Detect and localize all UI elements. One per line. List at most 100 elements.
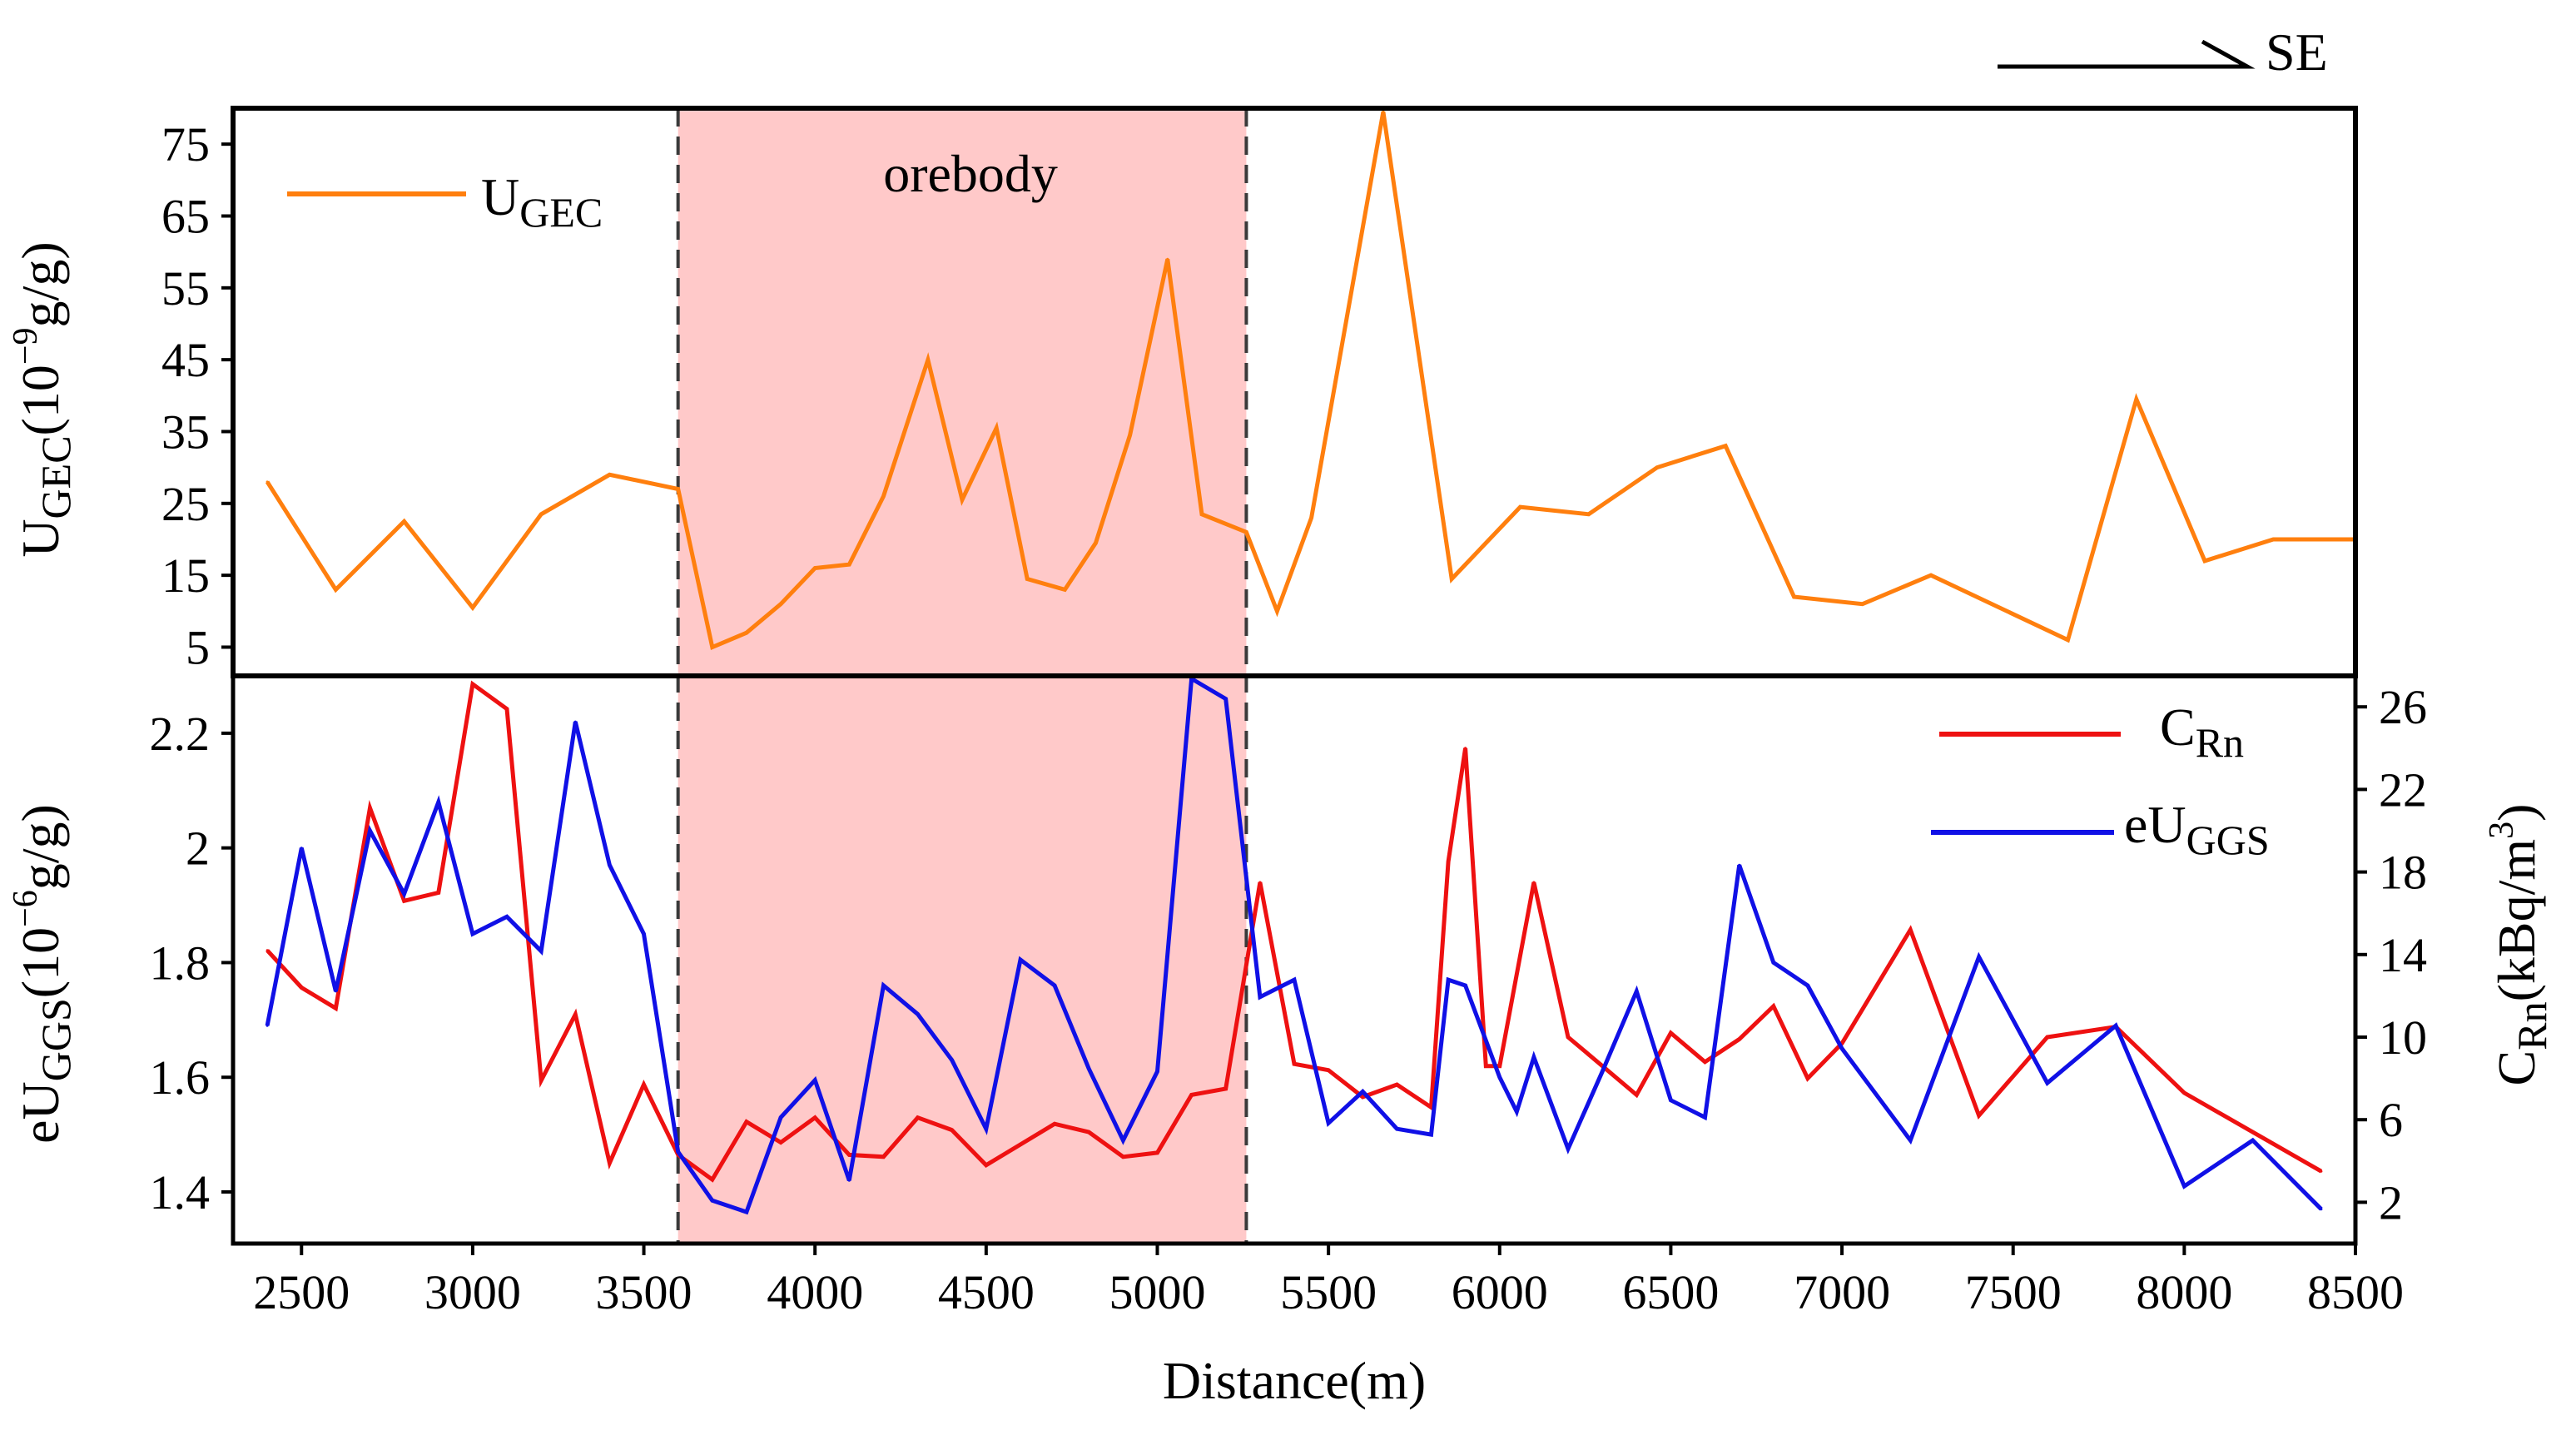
x-tick-label-7000: 7000 [1794, 1265, 1890, 1319]
top-ylabel-main: U [11, 519, 70, 557]
crn-point-31 [1327, 1069, 1330, 1072]
ugec-point-22 [1244, 530, 1248, 534]
direction-arrow-icon [1998, 39, 2256, 69]
crn-point-45 [1738, 1038, 1741, 1040]
ugec-point-15 [995, 426, 998, 430]
top-legend: UGEC [287, 167, 603, 236]
euggs-point-0 [266, 1024, 269, 1027]
bottom-right-ylabel-rest: (kBq/m [2487, 839, 2546, 1002]
euggs-point-49 [1908, 1139, 1912, 1142]
bottom-right-ylabel-main: C [2487, 1050, 2546, 1086]
crn-point-19 [916, 1116, 920, 1120]
euggs-point-10 [608, 863, 611, 866]
x-tick-label-4000: 4000 [767, 1265, 863, 1319]
euggs-point-23 [1053, 984, 1056, 987]
top-y-tick-label-45: 45 [161, 333, 210, 387]
euggs-line [265, 675, 2323, 1215]
crn-point-55 [2320, 1169, 2323, 1173]
euggs-point-51 [2046, 1081, 2049, 1085]
x-axis-ticks: 2500 3000 3500 4000 4500 5000 5500 6000 6500 7000… [253, 1244, 2404, 1319]
euggs-point-31 [1327, 1121, 1330, 1125]
ugec-line [265, 111, 2355, 650]
bottom-right-y-tick-label-2: 2 [2379, 1175, 2403, 1229]
ugec-point-26 [1450, 578, 1453, 580]
crn-point-21 [985, 1164, 988, 1167]
ugec-point-9 [779, 603, 782, 606]
crn-point-10 [608, 1161, 611, 1164]
crn-point-39 [1532, 881, 1536, 884]
ugec-point-29 [1655, 466, 1659, 469]
euggs-point-55 [2320, 1208, 2323, 1211]
euggs-point-36 [1464, 984, 1467, 987]
euggs-point-32 [1361, 1090, 1364, 1093]
ugec-point-16 [1025, 578, 1029, 580]
top-y-tick-label-65: 65 [161, 189, 210, 243]
euggs-point-25 [1121, 1139, 1124, 1142]
top-ylabel-sub: GEC [32, 435, 79, 519]
euggs-point-2 [334, 990, 337, 993]
crn-point-11 [643, 1083, 645, 1086]
direction-indicator: SE [1998, 22, 2328, 82]
legend-ugec-sub: GEC [519, 189, 603, 236]
top-y-axis-title: UGEC(10−9g/g) [7, 241, 79, 557]
crn-point-34 [1430, 1105, 1432, 1109]
bottom-right-y-tick-label-14: 14 [2379, 928, 2427, 982]
x-tick-label-5500: 5500 [1280, 1265, 1377, 1319]
ugec-point-12 [882, 494, 885, 498]
crn-line [266, 680, 2323, 1183]
crn-point-8 [539, 1079, 543, 1082]
ugec-point-5 [608, 473, 611, 476]
crn-point-51 [2046, 1035, 2049, 1039]
euggs-point-12 [677, 1150, 680, 1154]
ugec-point-4 [539, 513, 543, 516]
ugec-point-0 [266, 480, 269, 484]
euggs-point-42 [1635, 990, 1638, 993]
ugec-point-32 [1861, 603, 1864, 606]
ugec-point-20 [1166, 257, 1169, 261]
euggs-point-47 [1806, 984, 1809, 987]
crn-point-14 [745, 1120, 748, 1124]
ugec-point-19 [1129, 434, 1132, 437]
crn-point-5 [437, 891, 440, 894]
euggs-point-3 [369, 829, 371, 832]
ugec-point-34 [1998, 606, 2001, 609]
crn-point-15 [779, 1141, 782, 1144]
euggs-point-26 [1156, 1070, 1159, 1073]
x-tick-label-6000: 6000 [1452, 1265, 1548, 1319]
crn-point-35 [1447, 860, 1450, 863]
top-ylabel-rest: (10 [11, 365, 70, 435]
top-y-tick-label-15: 15 [161, 549, 210, 603]
crn-point-9 [573, 1013, 577, 1016]
crn-point-47 [1806, 1077, 1809, 1080]
crn-point-3 [369, 807, 371, 810]
top-ylabel-exp: −9 [7, 327, 45, 365]
euggs-point-9 [573, 720, 577, 723]
bottom-right-y-tick-label-6: 6 [2379, 1093, 2403, 1147]
bottom-left-y-tick-label-2.2: 2.2 [150, 707, 211, 761]
euggs-point-39 [1532, 1055, 1536, 1059]
bottom-panel-series [265, 675, 2323, 1215]
euggs-point-38 [1515, 1110, 1518, 1114]
euggs-point-33 [1395, 1127, 1398, 1130]
euggs-point-21 [985, 1127, 988, 1130]
ugec-point-35 [2067, 638, 2069, 642]
crn-point-0 [266, 949, 269, 952]
euggs-point-29 [1258, 996, 1262, 999]
top-panel-series [265, 110, 2357, 650]
crn-point-13 [711, 1178, 714, 1181]
crn-point-2 [334, 1006, 337, 1010]
x-tick-label-7500: 7500 [1965, 1265, 2062, 1319]
bottom-left-y-axis-ticks: 1.4 1.6 1.8 2 2.2 [150, 707, 233, 1219]
legend-euggs-main: eU [2124, 795, 2186, 854]
ugec-point-8 [745, 631, 748, 634]
crn-point-49 [1908, 928, 1912, 931]
ugec-point-21 [1200, 513, 1204, 516]
euggs-point-15 [779, 1115, 782, 1119]
ugec-point-38 [2271, 538, 2275, 541]
bottom-left-ylabel-sub: GGS [32, 998, 79, 1081]
bottom-left-ylabel-main: eU [11, 1081, 70, 1144]
crn-point-22 [1019, 1143, 1022, 1146]
top-y-tick-label-35: 35 [161, 405, 210, 459]
euggs-point-40 [1566, 1147, 1570, 1150]
crn-point-53 [2182, 1091, 2186, 1095]
